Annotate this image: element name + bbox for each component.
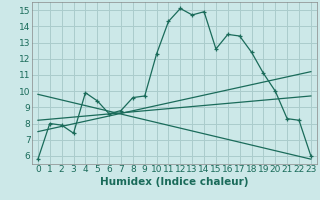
X-axis label: Humidex (Indice chaleur): Humidex (Indice chaleur) [100,177,249,187]
